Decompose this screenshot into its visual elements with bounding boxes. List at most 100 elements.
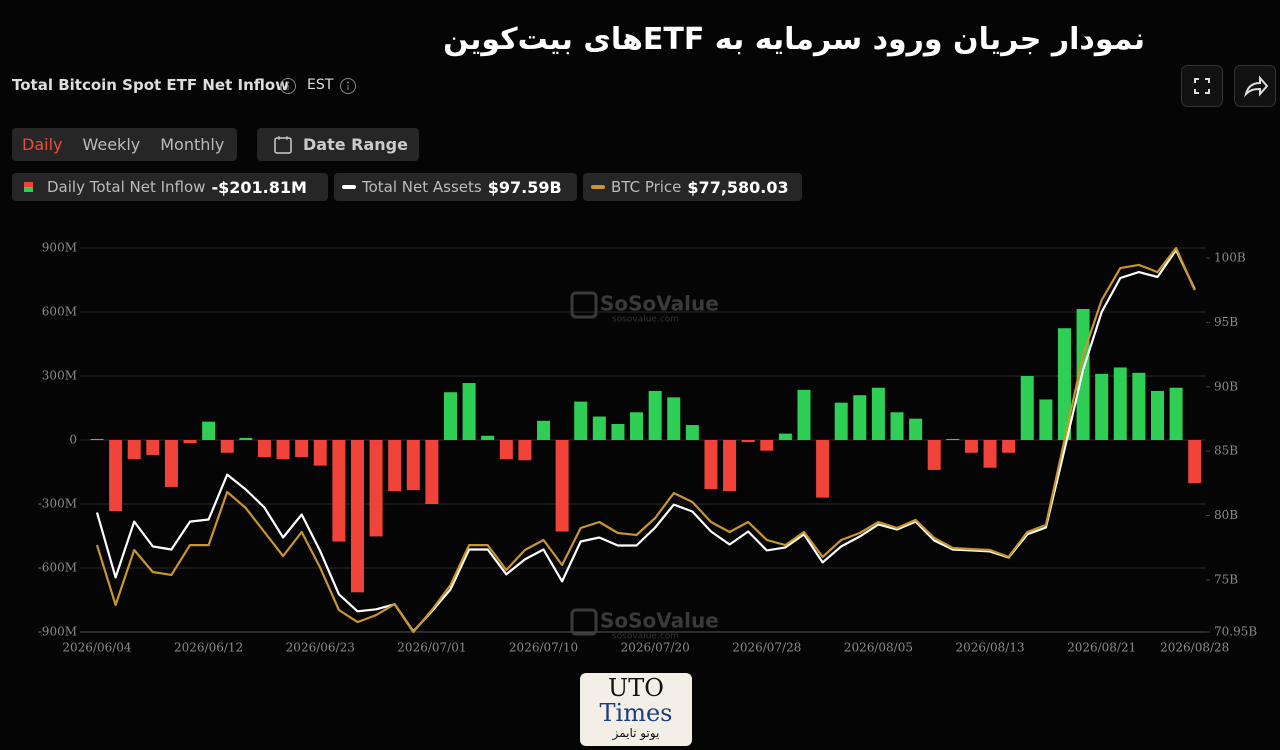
bar [276, 440, 290, 460]
logo: UTO Times یوتو تایمز [580, 673, 692, 746]
x-tick-label: 2026/08/13 [955, 641, 1024, 655]
legend-label: Daily Total Net Inflow [47, 178, 206, 196]
bar [760, 440, 774, 451]
bar [685, 425, 699, 440]
legend-label: BTC Price [611, 178, 682, 196]
legend-icon [591, 185, 605, 189]
y2-tick-label: 80B [1214, 508, 1238, 522]
bar [816, 440, 830, 498]
bar [388, 440, 402, 492]
y2-tick-label: 95B [1214, 315, 1238, 329]
x-tick-label: 2026/07/20 [621, 641, 690, 655]
y-tick-label: -600M [38, 561, 77, 575]
bar [127, 440, 141, 460]
watermark: SoSoValue [600, 609, 719, 633]
y2-tick-label: 85B [1214, 444, 1238, 458]
legend-item[interactable]: BTC Price $77,580.03 [583, 173, 802, 201]
bar [202, 421, 216, 440]
chart-header: Total Bitcoin Spot ETF Net Inflow [12, 76, 290, 94]
bar [481, 435, 495, 440]
bar [443, 392, 457, 440]
x-tick-label: 2026/07/10 [509, 641, 578, 655]
bar [630, 412, 644, 440]
bar [1039, 399, 1053, 440]
tab[interactable]: Daily [22, 135, 63, 154]
y-tick-label: 900M [42, 241, 77, 255]
x-tick-label: 2026/08/05 [844, 641, 913, 655]
legend-item[interactable]: Daily Total Net Inflow -$201.81M [12, 173, 328, 201]
bar [518, 440, 532, 461]
y-tick-label: 0 [69, 433, 77, 447]
x-tick-label: 2026/08/28 [1160, 641, 1229, 655]
bar [220, 440, 234, 453]
page-title: نمودار جریان ورود سرمایه به ETFهای بیت‌ک… [443, 22, 1145, 57]
bar [239, 437, 253, 440]
y-tick-label: 300M [42, 369, 77, 383]
bar [146, 440, 160, 455]
bar [1113, 367, 1127, 440]
watermark-site: sosovalue.com [612, 315, 679, 325]
y2-tick-label: 90B [1214, 379, 1238, 393]
x-tick-label: 2026/08/21 [1067, 641, 1136, 655]
bar [295, 440, 309, 458]
bar [1020, 376, 1034, 440]
bar [1150, 390, 1164, 440]
bar [1057, 328, 1071, 440]
tab[interactable]: Weekly [82, 135, 141, 154]
x-tick-label: 2026/07/01 [397, 641, 466, 655]
bar [369, 440, 383, 537]
bar [1002, 440, 1016, 453]
bar [871, 387, 885, 440]
logo-line: Times [599, 699, 673, 727]
calendar-icon [274, 135, 292, 154]
date-range-button[interactable]: Date Range [257, 128, 419, 161]
x-tick-label: 2026/06/23 [286, 641, 355, 655]
x-tick-label: 2026/07/28 [732, 641, 801, 655]
x-tick-label: 2026/06/12 [174, 641, 243, 655]
bar [499, 440, 513, 460]
watermark: SoSoValue [600, 292, 719, 316]
bar [164, 440, 178, 487]
legend-item[interactable]: Total Net Assets $97.59B [334, 173, 577, 201]
bar [1132, 372, 1146, 440]
legend-value: -$201.81M [211, 177, 307, 197]
legend-icon [24, 182, 33, 192]
watermark-site: sosovalue.com [612, 632, 679, 642]
logo-line: UTO [608, 674, 664, 702]
info-icon[interactable] [339, 77, 357, 95]
x-tick-label: 2026/06/04 [62, 641, 132, 655]
bar [350, 440, 364, 593]
share-button[interactable] [1234, 65, 1276, 107]
y2-tick-label: 75B [1214, 572, 1238, 586]
bar [723, 440, 737, 492]
bar [406, 440, 420, 491]
info-icon[interactable] [279, 77, 297, 95]
bar [704, 440, 718, 490]
bar [648, 390, 662, 440]
bar [574, 401, 588, 440]
bar [890, 412, 904, 440]
bar [741, 440, 755, 443]
fullscreen-button[interactable] [1181, 65, 1223, 107]
bar [946, 438, 960, 440]
bar [592, 416, 606, 440]
bar [853, 395, 867, 440]
line [95, 246, 1196, 634]
bar [909, 418, 923, 440]
bar [313, 440, 327, 466]
bar [183, 440, 197, 444]
legend-label: Total Net Assets [362, 178, 482, 196]
watermark-logo [570, 608, 598, 636]
bar [667, 397, 681, 440]
y2-tick-label: 70.95B [1214, 625, 1257, 639]
bar [109, 440, 123, 512]
bar [257, 440, 271, 458]
bar [425, 440, 439, 504]
date-range-label: Date Range [303, 135, 408, 154]
bar [778, 433, 792, 440]
bar [1095, 373, 1109, 440]
bar [1169, 387, 1183, 440]
tab[interactable]: Monthly [160, 135, 225, 154]
